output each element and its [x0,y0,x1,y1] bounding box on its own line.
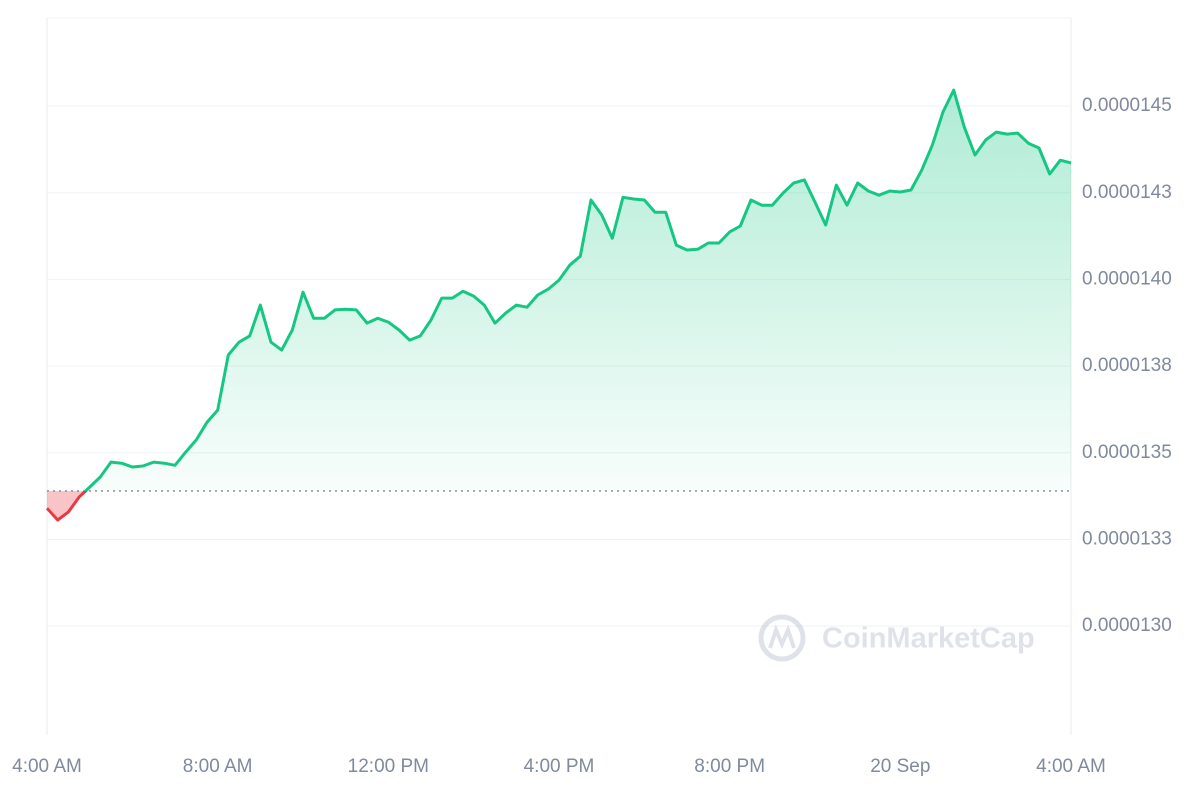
watermark-text: CoinMarketCap [822,623,1035,655]
x-tick-label: 4:00 PM [524,756,595,777]
x-tick-label: 20 Sep [870,756,930,777]
watermark-logo [758,614,806,662]
price-line [45,88,1072,522]
y-tick-label: 0.0000140 [1082,268,1172,289]
watermark-logo-mark [768,624,796,650]
y-tick-label: 0.0000143 [1082,182,1172,203]
y-tick-label: 0.0000145 [1082,95,1172,116]
x-tick-label: 4:00 AM [1036,756,1106,777]
x-tick-label: 8:00 PM [694,756,765,777]
x-tick-label: 4:00 AM [12,756,82,777]
y-tick-label: 0.0000133 [1082,528,1172,549]
y-tick-label: 0.0000135 [1082,442,1172,463]
price-area [47,90,1071,520]
y-tick-label: 0.0000138 [1082,355,1172,376]
watermark: CoinMarketCap [758,614,1035,662]
x-tick-label: 12:00 PM [348,756,429,777]
x-tick-label: 8:00 AM [183,756,253,777]
y-tick-label: 0.0000130 [1082,615,1172,636]
